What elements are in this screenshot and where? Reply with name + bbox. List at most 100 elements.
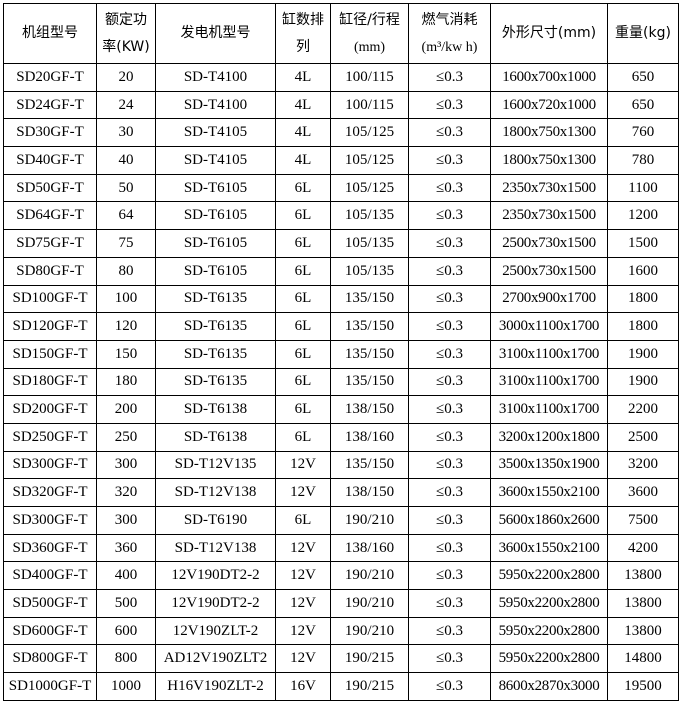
cell-gas-consumption: ≤0.3 bbox=[408, 616, 491, 646]
cell-power: 75 bbox=[96, 229, 156, 258]
cell-weight: 7500 bbox=[607, 506, 679, 535]
cell-cylinders: 6L bbox=[275, 312, 331, 341]
cell-weight: 13800 bbox=[607, 561, 679, 591]
cell-model: SD30GF-T bbox=[3, 118, 97, 148]
cell-cylinders: 12V bbox=[275, 478, 331, 507]
table-row: SD600GF-T 600 12V190ZLT-2 12V 190/210 ≤0.3 595… bbox=[3, 616, 679, 646]
cell-power: 400 bbox=[96, 561, 156, 591]
cell-bore-stroke: 105/135 bbox=[330, 201, 409, 231]
cell-gas-consumption: ≤0.3 bbox=[408, 229, 491, 258]
cell-weight: 1900 bbox=[607, 367, 679, 397]
cell-dimensions: 2700x900x1700 bbox=[490, 284, 608, 314]
cell-power: 24 bbox=[96, 90, 156, 120]
cell-weight: 780 bbox=[607, 146, 679, 175]
table-row: SD120GF-T 120 SD-T6135 6L 135/150 ≤0.3 3000x11… bbox=[3, 312, 679, 341]
cell-dimensions: 3500x1350x1900 bbox=[490, 450, 608, 480]
cell-bore-stroke: 190/210 bbox=[330, 506, 409, 535]
table-row: SD400GF-T 400 12V190DT2-2 12V 190/210 ≤0.3 595… bbox=[3, 561, 679, 591]
cell-cylinders: 12V bbox=[275, 616, 331, 646]
cell-gas-consumption: ≤0.3 bbox=[408, 284, 491, 314]
cell-weight: 760 bbox=[607, 118, 679, 148]
table-row: SD800GF-T 800 AD12V190ZLT2 12V 190/215 ≤0.3 59… bbox=[3, 644, 679, 674]
cell-power: 80 bbox=[96, 256, 156, 286]
cell-power: 800 bbox=[96, 644, 156, 674]
cell-engine: 12V190ZLT-2 bbox=[155, 616, 276, 646]
cell-gas-consumption: ≤0.3 bbox=[408, 118, 491, 148]
cell-weight: 19500 bbox=[607, 672, 679, 701]
cell-bore-stroke: 138/150 bbox=[330, 395, 409, 424]
table-body: SD20GF-T 20 SD-T4100 4L 100/115 ≤0.3 1600x700x… bbox=[3, 63, 679, 701]
header-gas-line2: (m³/kw h) bbox=[421, 39, 478, 55]
cell-dimensions: 3100x1100x1700 bbox=[490, 367, 608, 397]
table-row: SD250GF-T 250 SD-T6138 6L 138/160 ≤0.3 3200x12… bbox=[3, 422, 679, 452]
cell-weight: 1100 bbox=[607, 173, 679, 203]
cell-power: 1000 bbox=[96, 672, 156, 701]
cell-gas-consumption: ≤0.3 bbox=[408, 506, 491, 535]
header-power-line2: 率(KW) bbox=[102, 38, 150, 55]
table-row: SD500GF-T 500 12V190DT2-2 12V 190/210 ≤0.3 595… bbox=[3, 589, 679, 618]
cell-gas-consumption: ≤0.3 bbox=[408, 146, 491, 175]
header-cylinders: 缸数排列 bbox=[275, 3, 331, 64]
cell-weight: 13800 bbox=[607, 616, 679, 646]
cell-gas-consumption: ≤0.3 bbox=[408, 533, 491, 563]
table-row: SD40GF-T 40 SD-T4105 4L 105/125 ≤0.3 1800x750x… bbox=[3, 146, 679, 175]
cell-model: SD320GF-T bbox=[3, 478, 97, 507]
cell-cylinders: 12V bbox=[275, 589, 331, 618]
cell-power: 100 bbox=[96, 284, 156, 314]
cell-dimensions: 3200x1200x1800 bbox=[490, 422, 608, 452]
cell-engine: SD-T6135 bbox=[155, 367, 276, 397]
cell-engine: 12V190DT2-2 bbox=[155, 589, 276, 618]
cell-bore-stroke: 190/215 bbox=[330, 672, 409, 701]
cell-engine: SD-T6138 bbox=[155, 422, 276, 452]
cell-dimensions: 2500x730x1500 bbox=[490, 229, 608, 258]
cell-dimensions: 5950x2200x2800 bbox=[490, 644, 608, 674]
cell-cylinders: 6L bbox=[275, 339, 331, 369]
cell-bore-stroke: 105/125 bbox=[330, 173, 409, 203]
cell-engine: SD-T6135 bbox=[155, 284, 276, 314]
table-row: SD30GF-T 30 SD-T4105 4L 105/125 ≤0.3 1800x750x… bbox=[3, 118, 679, 148]
cell-cylinders: 6L bbox=[275, 256, 331, 286]
cell-dimensions: 1600x720x1000 bbox=[490, 90, 608, 120]
cell-weight: 650 bbox=[607, 63, 679, 92]
cell-cylinders: 12V bbox=[275, 533, 331, 563]
cell-power: 320 bbox=[96, 478, 156, 507]
table-row: SD1000GF-T 1000 H16V190ZLT-2 16V 190/215 ≤0.3… bbox=[3, 672, 679, 701]
header-bore-line1: 缸径/行程 bbox=[339, 11, 400, 28]
generator-spec-table: 机组型号 额定功 率(KW) 发电机型号 缸数排列 缸径/行程 (mm) 燃气消耗 (… bbox=[3, 3, 679, 701]
cell-engine: H16V190ZLT-2 bbox=[155, 672, 276, 701]
cell-cylinders: 4L bbox=[275, 90, 331, 120]
cell-dimensions: 8600x2870x3000 bbox=[490, 672, 608, 701]
cell-weight: 1200 bbox=[607, 201, 679, 231]
header-gas-line1: 燃气消耗 bbox=[421, 11, 478, 28]
cell-engine: 12V190DT2-2 bbox=[155, 561, 276, 591]
cell-bore-stroke: 105/125 bbox=[330, 118, 409, 148]
cell-bore-stroke: 105/125 bbox=[330, 146, 409, 175]
cell-dimensions: 3600x1550x2100 bbox=[490, 478, 608, 507]
cell-gas-consumption: ≤0.3 bbox=[408, 312, 491, 341]
cell-engine: SD-T12V138 bbox=[155, 533, 276, 563]
table-row: SD80GF-T 80 SD-T6105 6L 105/135 ≤0.3 2500x730x… bbox=[3, 256, 679, 286]
cell-gas-consumption: ≤0.3 bbox=[408, 90, 491, 120]
header-power: 额定功 率(KW) bbox=[96, 3, 156, 64]
cell-model: SD150GF-T bbox=[3, 339, 97, 369]
cell-gas-consumption: ≤0.3 bbox=[408, 450, 491, 480]
cell-power: 64 bbox=[96, 201, 156, 231]
cell-cylinders: 12V bbox=[275, 561, 331, 591]
cell-gas-consumption: ≤0.3 bbox=[408, 339, 491, 369]
cell-gas-consumption: ≤0.3 bbox=[408, 201, 491, 231]
cell-power: 600 bbox=[96, 616, 156, 646]
cell-cylinders: 4L bbox=[275, 118, 331, 148]
header-dimensions: 外形尺寸(mm) bbox=[490, 3, 608, 64]
cell-weight: 650 bbox=[607, 90, 679, 120]
header-row: 机组型号 额定功 率(KW) 发电机型号 缸数排列 缸径/行程 (mm) 燃气消耗 (… bbox=[3, 3, 679, 64]
cell-engine: SD-T4100 bbox=[155, 63, 276, 92]
cell-engine: SD-T6138 bbox=[155, 395, 276, 424]
cell-cylinders: 6L bbox=[275, 284, 331, 314]
table-row: SD320GF-T 320 SD-T12V138 12V 138/150 ≤0.3 3600… bbox=[3, 478, 679, 507]
table-row: SD150GF-T 150 SD-T6135 6L 135/150 ≤0.3 3100x11… bbox=[3, 339, 679, 369]
cell-power: 200 bbox=[96, 395, 156, 424]
cell-model: SD24GF-T bbox=[3, 90, 97, 120]
cell-dimensions: 1800x750x1300 bbox=[490, 118, 608, 148]
cell-model: SD80GF-T bbox=[3, 256, 97, 286]
cell-dimensions: 3100x1100x1700 bbox=[490, 339, 608, 369]
